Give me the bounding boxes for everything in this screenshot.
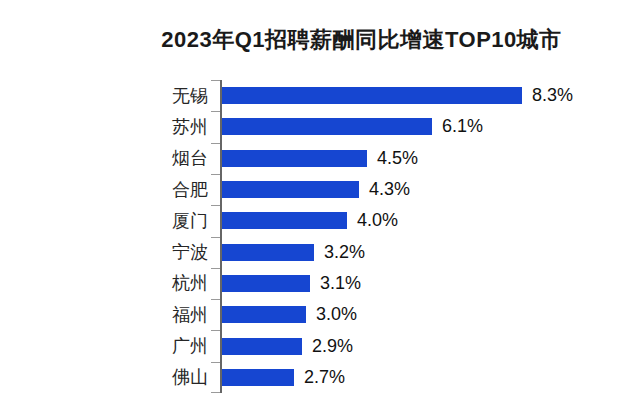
bar-row: 2.7% (222, 362, 573, 393)
bar (222, 150, 367, 167)
axis-tick (211, 237, 220, 238)
bar-row: 3.2% (222, 236, 573, 267)
value-label: 8.3% (532, 85, 573, 106)
category-label: 杭州 (128, 268, 208, 299)
chart-title: 2023年Q1招聘薪酬同比增速TOP10城市 (83, 25, 640, 55)
value-label: 3.1% (320, 273, 361, 294)
axis-tick (211, 174, 220, 175)
bar (222, 212, 347, 229)
value-label: 2.7% (304, 367, 345, 388)
bar (222, 306, 306, 323)
axis-tick (211, 299, 220, 300)
axis-tick (211, 111, 220, 112)
bar (222, 87, 522, 104)
category-label: 烟台 (128, 143, 208, 174)
category-label: 苏州 (128, 111, 208, 142)
value-label: 3.0% (316, 304, 357, 325)
category-axis-labels: 无锡苏州烟台合肥厦门宁波杭州福州广州佛山 (128, 80, 208, 393)
bar (222, 118, 432, 135)
value-label: 4.0% (357, 210, 398, 231)
bars-area: 8.3% 6.1% 4.5% 4.3% 4.0% 3.2% 3.1% 3.0% 2.9% 2.7% (222, 80, 573, 393)
axis-tick (211, 80, 220, 81)
category-label: 广州 (128, 330, 208, 361)
category-label: 宁波 (128, 236, 208, 267)
bar-row: 8.3% (222, 80, 573, 111)
bar (222, 275, 310, 292)
axis-tick (211, 330, 220, 331)
axis-tick (211, 143, 220, 144)
category-label: 合肥 (128, 174, 208, 205)
bar-row: 3.1% (222, 268, 573, 299)
category-label: 无锡 (128, 80, 208, 111)
value-label: 4.3% (369, 179, 410, 200)
bar (222, 244, 314, 261)
value-label: 2.9% (312, 336, 353, 357)
axis-tick (211, 268, 220, 269)
bar (222, 369, 294, 386)
bar-row: 6.1% (222, 111, 573, 142)
bar-row: 4.5% (222, 143, 573, 174)
bar-row: 3.0% (222, 299, 573, 330)
axis-tick (211, 205, 220, 206)
chart-page: 2023年Q1招聘薪酬同比增速TOP10城市 无锡苏州烟台合肥厦门宁波杭州福州广… (0, 0, 640, 416)
bar (222, 181, 359, 198)
category-label: 佛山 (128, 362, 208, 393)
axis-tick (211, 362, 220, 363)
value-label: 3.2% (324, 242, 365, 263)
category-label: 福州 (128, 299, 208, 330)
bar (222, 338, 302, 355)
value-label: 4.5% (377, 148, 418, 169)
bar-row: 4.0% (222, 205, 573, 236)
bar-row: 4.3% (222, 174, 573, 205)
axis-tick (211, 392, 220, 393)
bar-row: 2.9% (222, 330, 573, 361)
value-label: 6.1% (442, 116, 483, 137)
category-label: 厦门 (128, 205, 208, 236)
